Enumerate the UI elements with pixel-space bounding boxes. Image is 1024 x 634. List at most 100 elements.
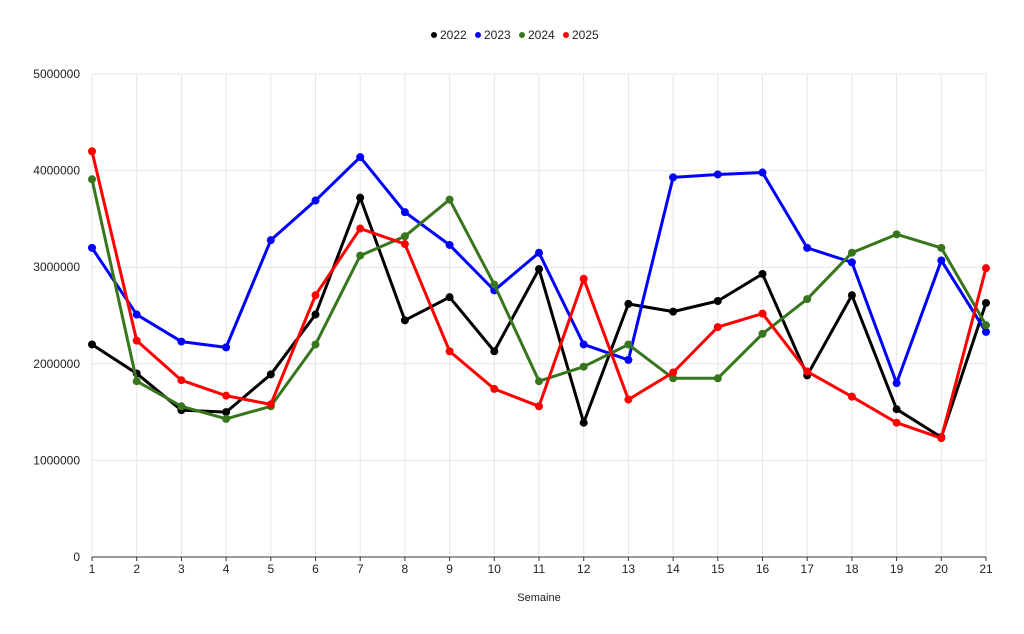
data-point[interactable] bbox=[266, 370, 275, 379]
legend-marker bbox=[519, 32, 525, 38]
data-point[interactable] bbox=[400, 316, 409, 325]
data-point[interactable] bbox=[669, 307, 678, 316]
legend-item-2023[interactable]: 2023 bbox=[475, 28, 511, 42]
data-point[interactable] bbox=[400, 232, 409, 241]
data-point[interactable] bbox=[624, 340, 633, 349]
data-point[interactable] bbox=[266, 236, 275, 245]
data-point[interactable] bbox=[892, 379, 901, 388]
data-point[interactable] bbox=[892, 230, 901, 239]
data-point[interactable] bbox=[535, 377, 543, 386]
data-point[interactable] bbox=[803, 367, 812, 376]
x-tick-label: 6 bbox=[312, 562, 319, 576]
data-point[interactable] bbox=[669, 374, 678, 383]
x-tick-label: 21 bbox=[979, 562, 993, 576]
data-point[interactable] bbox=[624, 395, 633, 404]
legend[interactable]: 2022 2023 2024 2025 bbox=[431, 28, 599, 42]
legend-marker bbox=[563, 32, 569, 38]
data-point[interactable] bbox=[88, 147, 96, 156]
x-tick-label: 10 bbox=[488, 562, 502, 576]
data-point[interactable] bbox=[847, 248, 856, 257]
data-point[interactable] bbox=[356, 224, 365, 233]
data-point[interactable] bbox=[982, 264, 990, 273]
data-point[interactable] bbox=[266, 400, 275, 409]
data-point[interactable] bbox=[311, 310, 320, 319]
data-point[interactable] bbox=[88, 175, 96, 184]
data-point[interactable] bbox=[311, 291, 320, 300]
data-point[interactable] bbox=[982, 327, 990, 336]
data-point[interactable] bbox=[758, 269, 767, 278]
data-point[interactable] bbox=[713, 297, 722, 306]
data-point[interactable] bbox=[356, 193, 365, 202]
x-tick-label: 7 bbox=[357, 562, 364, 576]
data-point[interactable] bbox=[847, 258, 856, 267]
data-point[interactable] bbox=[937, 434, 946, 443]
y-tick-label: 5000000 bbox=[33, 67, 80, 81]
data-point[interactable] bbox=[311, 340, 320, 349]
data-point[interactable] bbox=[579, 418, 588, 427]
data-point[interactable] bbox=[490, 347, 499, 356]
data-point[interactable] bbox=[803, 295, 812, 304]
data-point[interactable] bbox=[132, 377, 141, 386]
data-point[interactable] bbox=[758, 168, 767, 177]
data-point[interactable] bbox=[445, 195, 454, 204]
data-point[interactable] bbox=[445, 347, 454, 356]
data-point[interactable] bbox=[758, 309, 767, 318]
x-tick-label: 18 bbox=[845, 562, 859, 576]
data-point[interactable] bbox=[624, 299, 633, 308]
data-point[interactable] bbox=[356, 251, 365, 260]
data-point[interactable] bbox=[356, 153, 365, 162]
data-point[interactable] bbox=[132, 336, 141, 345]
data-point[interactable] bbox=[490, 280, 499, 289]
data-point[interactable] bbox=[669, 173, 678, 182]
data-point[interactable] bbox=[579, 340, 588, 349]
x-tick-label: 17 bbox=[801, 562, 815, 576]
data-point[interactable] bbox=[624, 355, 633, 364]
data-point[interactable] bbox=[445, 240, 454, 249]
legend-marker bbox=[475, 32, 481, 38]
data-point[interactable] bbox=[892, 405, 901, 414]
data-point[interactable] bbox=[222, 408, 231, 417]
data-point[interactable] bbox=[758, 329, 767, 338]
legend-item-2025[interactable]: 2025 bbox=[563, 28, 599, 42]
data-point[interactable] bbox=[177, 402, 186, 411]
data-point[interactable] bbox=[400, 208, 409, 217]
y-tick-label: 4000000 bbox=[33, 164, 80, 178]
data-point[interactable] bbox=[311, 196, 320, 205]
x-tick-label: 5 bbox=[267, 562, 274, 576]
data-point[interactable] bbox=[222, 391, 231, 400]
data-point[interactable] bbox=[669, 368, 678, 377]
x-tick-label: 8 bbox=[402, 562, 409, 576]
data-point[interactable] bbox=[713, 374, 722, 383]
data-point[interactable] bbox=[177, 376, 186, 385]
data-point[interactable] bbox=[88, 243, 96, 252]
data-point[interactable] bbox=[132, 310, 141, 319]
data-point[interactable] bbox=[847, 291, 856, 300]
data-point[interactable] bbox=[579, 274, 588, 283]
data-point[interactable] bbox=[445, 293, 454, 302]
data-point[interactable] bbox=[490, 384, 499, 393]
data-point[interactable] bbox=[177, 337, 186, 346]
x-tick-label: 12 bbox=[577, 562, 591, 576]
data-point[interactable] bbox=[400, 240, 409, 249]
data-point[interactable] bbox=[937, 243, 946, 252]
data-point[interactable] bbox=[713, 170, 722, 179]
data-point[interactable] bbox=[535, 265, 543, 274]
y-tick-label: 3000000 bbox=[33, 260, 80, 274]
data-point[interactable] bbox=[892, 418, 901, 427]
data-point[interactable] bbox=[535, 248, 543, 257]
data-point[interactable] bbox=[937, 256, 946, 265]
data-point[interactable] bbox=[982, 321, 990, 330]
data-point[interactable] bbox=[222, 414, 231, 423]
data-point[interactable] bbox=[535, 402, 543, 411]
legend-item-2022[interactable]: 2022 bbox=[431, 28, 467, 42]
data-point[interactable] bbox=[222, 343, 231, 352]
data-point[interactable] bbox=[88, 340, 96, 349]
data-point[interactable] bbox=[803, 243, 812, 252]
data-point[interactable] bbox=[982, 298, 990, 307]
data-point[interactable] bbox=[579, 362, 588, 371]
legend-item-2024[interactable]: 2024 bbox=[519, 28, 555, 42]
data-point[interactable] bbox=[713, 323, 722, 332]
data-point[interactable] bbox=[847, 392, 856, 401]
